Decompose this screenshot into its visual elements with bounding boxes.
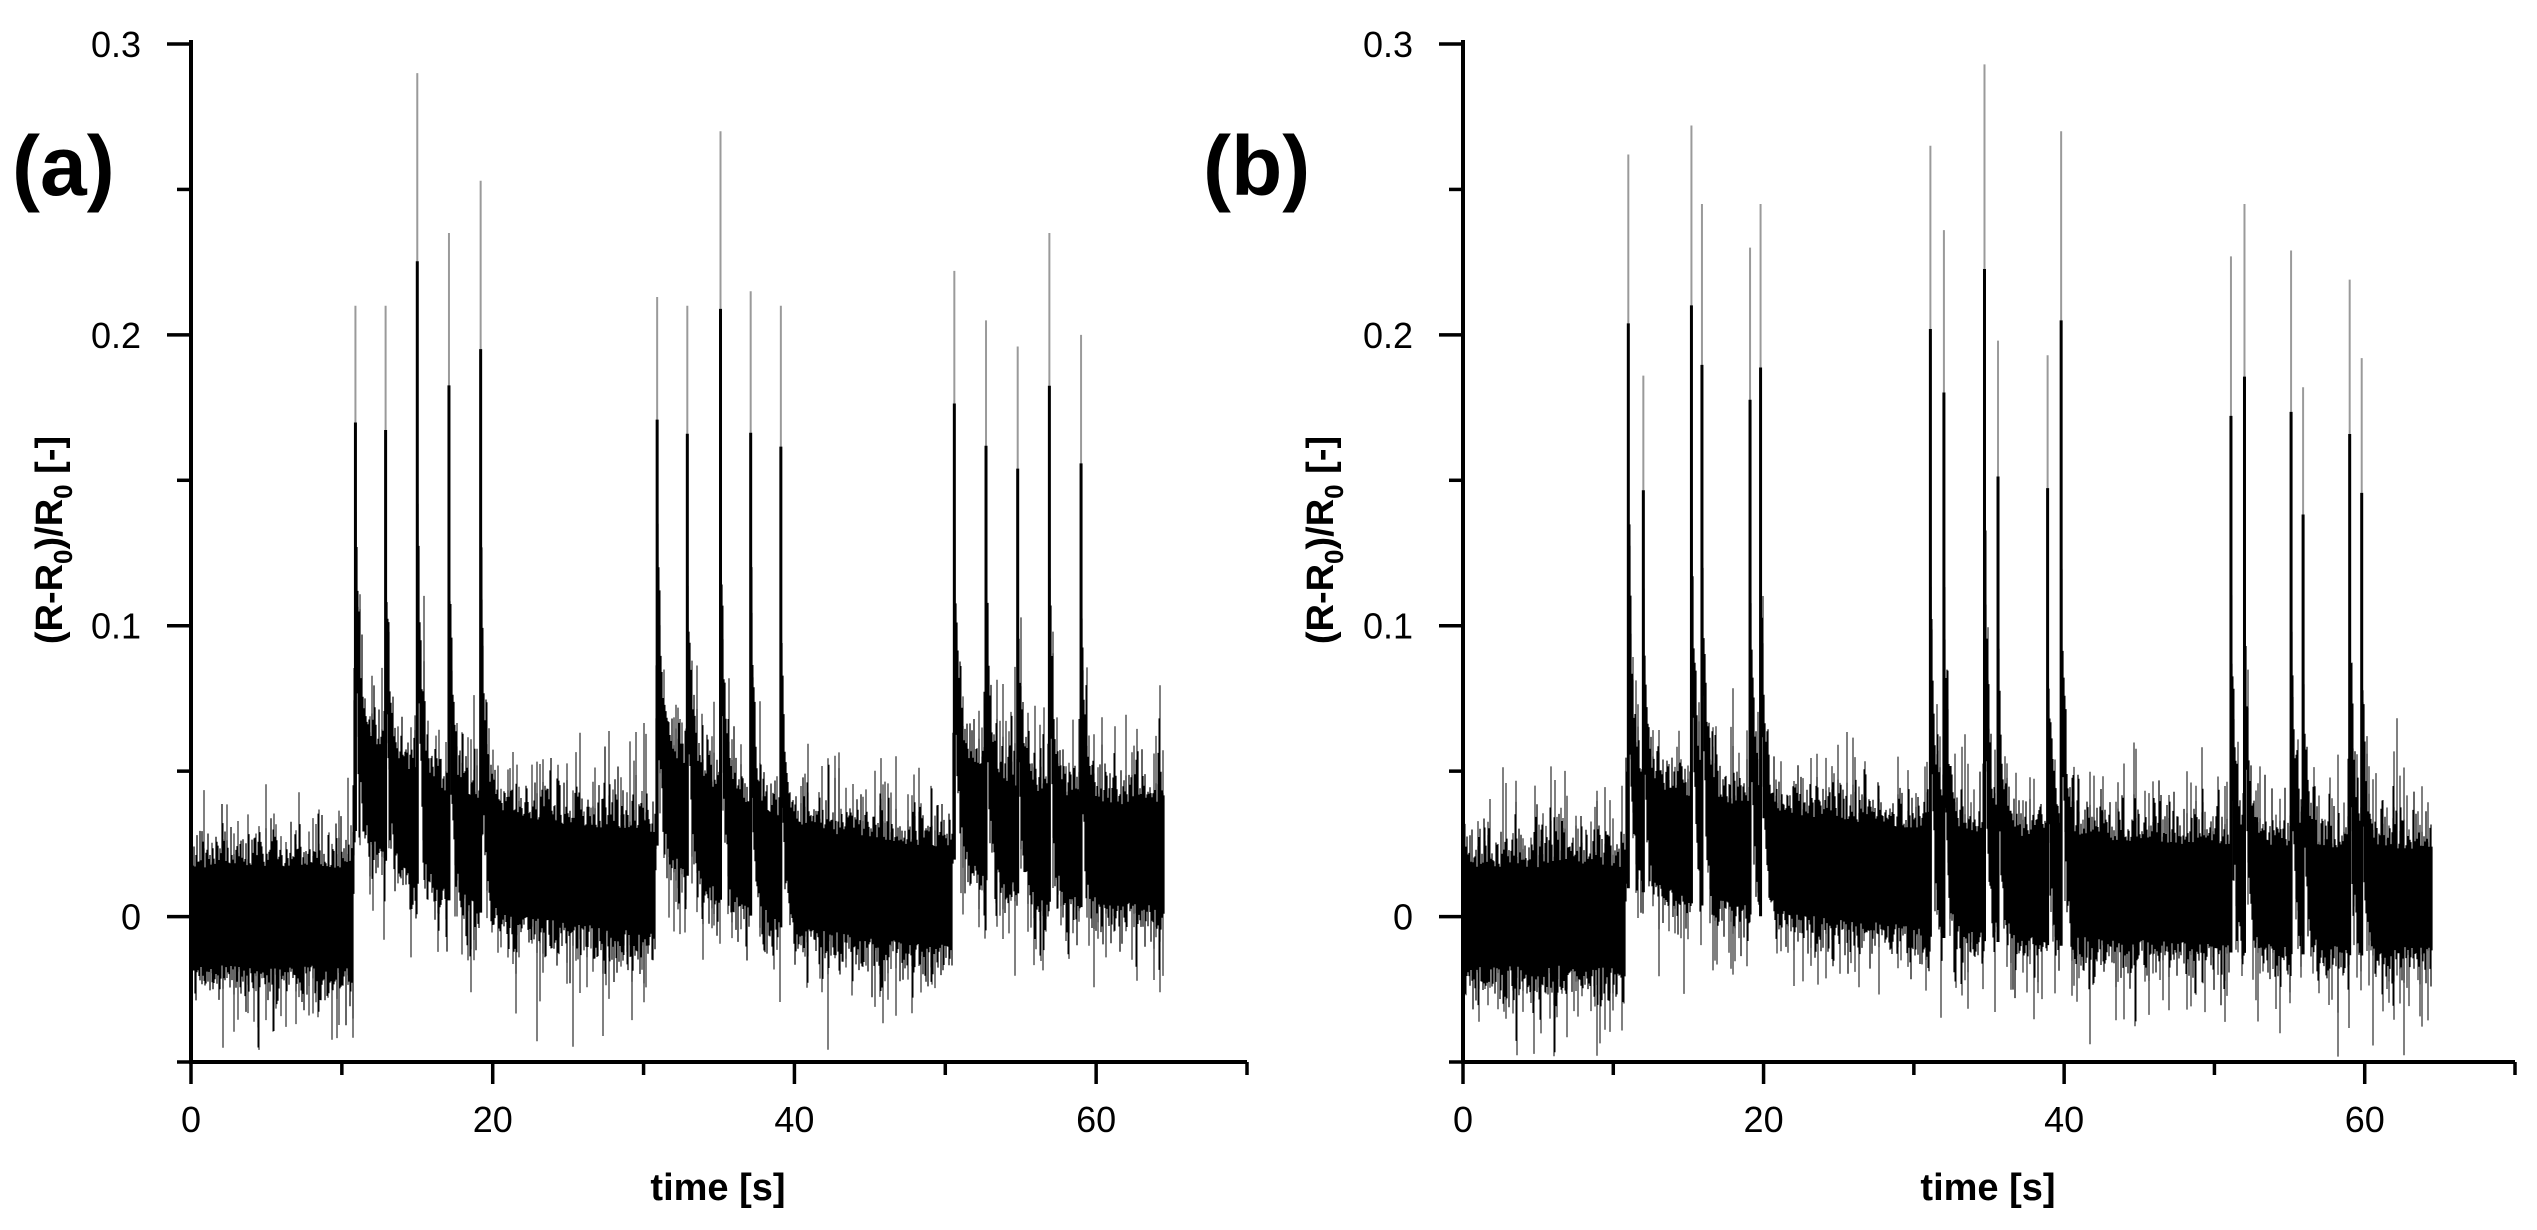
y-axis-title-subscript: 0 — [48, 549, 78, 563]
y-tick-label: 0.3 — [91, 24, 141, 65]
x-tick-label: 40 — [2044, 1099, 2084, 1140]
panel-label: (b) — [1203, 119, 1310, 213]
x-tick-label: 0 — [1453, 1099, 1473, 1140]
y-tick-label: 0.3 — [1363, 24, 1413, 65]
x-tick-label: 0 — [181, 1099, 201, 1140]
x-tick-label: 20 — [1744, 1099, 1784, 1140]
y-axis-title-part: [-] — [1300, 436, 1342, 485]
y-tick-label: 0.1 — [91, 606, 141, 647]
tick-group: 0 20 40 60 0 0.1 0.2 0.3 — [91, 24, 1249, 1140]
x-tick-label: 20 — [473, 1099, 513, 1140]
y-tick-label: 0.2 — [1363, 315, 1413, 356]
signal-noise-band — [1462, 496, 2433, 1019]
y-axis-title-part: (R-R — [29, 564, 71, 644]
y-tick-label: 0.1 — [1363, 606, 1413, 647]
y-axis-title-subscript: 0 — [1319, 484, 1349, 498]
x-tick-label: 60 — [2345, 1099, 2385, 1140]
y-axis-title: (R-R0)/R0 [-] — [29, 436, 78, 644]
y-tick-label: 0 — [121, 897, 141, 938]
panel-label: (a) — [12, 119, 115, 213]
x-tick-label: 60 — [1076, 1099, 1116, 1140]
signal-trace-group — [1462, 64, 2433, 1057]
x-tick-label: 40 — [774, 1099, 814, 1140]
x-axis-title: time [s] — [650, 1167, 785, 1209]
x-axis-title: time [s] — [1920, 1167, 2055, 1209]
tick-group: 0 20 40 60 0 0.1 0.2 0.3 — [1363, 24, 2517, 1140]
y-axis-title-part: )/R — [29, 499, 71, 550]
y-axis-title-part: )/R — [1300, 499, 1342, 550]
signal-trace-group — [190, 73, 1165, 1050]
y-axis-title-subscript: 0 — [1319, 549, 1349, 563]
y-axis-title-subscript: 0 — [48, 484, 78, 498]
y-tick-label: 0 — [1393, 897, 1413, 938]
y-axis-title: (R-R0)/R0 [-] — [1300, 436, 1349, 644]
y-axis-title-part: [-] — [29, 436, 71, 485]
y-axis-title-part: (R-R — [1300, 564, 1342, 644]
y-tick-label: 0.2 — [91, 315, 141, 356]
